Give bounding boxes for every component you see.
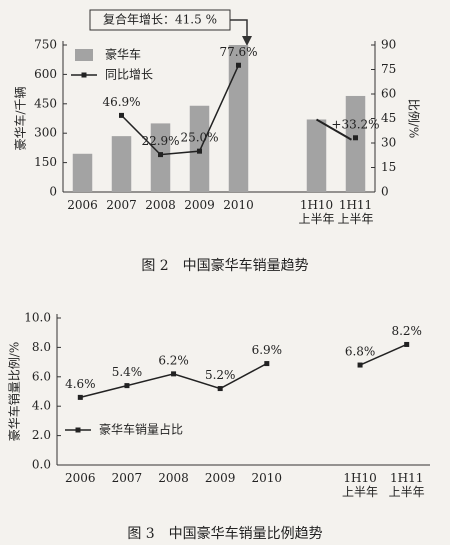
bar (228, 45, 249, 192)
legend-marker (75, 427, 81, 433)
marker (217, 386, 223, 392)
y2-tick-label: 15 (381, 160, 396, 174)
y-axis-label: 豪华车销量比例/% (7, 342, 22, 441)
bar (150, 123, 171, 192)
marker (197, 148, 202, 154)
y-tick-label: 4.0 (32, 399, 51, 413)
y-tick-label: 8.0 (32, 340, 51, 354)
marker (404, 341, 410, 347)
marker (236, 62, 241, 68)
marker (353, 135, 358, 141)
data-label: 6.8% (345, 345, 376, 359)
annotation-arrowhead (242, 36, 252, 46)
legend-marker (81, 72, 87, 78)
bar (72, 153, 93, 192)
y2-axis-label: 比例/% (407, 99, 421, 138)
caption: 图 2 中国豪华车销量趋势 (141, 257, 308, 274)
x-tick-label: 2008 (158, 471, 189, 485)
data-label: 25.0% (180, 131, 218, 145)
x-tick-label: 1H10 上半年 (342, 471, 379, 499)
marker (264, 361, 270, 367)
x-tick-label: 2008 (145, 198, 176, 212)
legend-label: 豪华车 (105, 47, 141, 62)
marker (119, 112, 124, 118)
x-tick-label: 2007 (106, 198, 137, 212)
y-tick-label: 150 (34, 155, 57, 169)
y2-tick-label: 0 (381, 185, 389, 199)
annotation-arrow (230, 19, 248, 40)
trend-arrow (315, 118, 353, 141)
y-tick-label: 450 (34, 96, 57, 110)
y2-tick-label: 30 (381, 136, 396, 150)
caption: 图 3 中国豪华车销量比例趋势 (127, 525, 322, 542)
x-tick-label: 2007 (111, 471, 143, 485)
bar (111, 136, 132, 192)
y-tick-label: 0.0 (32, 458, 51, 472)
line (359, 343, 407, 366)
x-tick-label: 2010 (223, 198, 254, 212)
y-tick-label: 6.0 (32, 369, 51, 383)
legend-swatch (75, 49, 93, 61)
y-tick-label: 750 (34, 38, 57, 52)
marker (171, 371, 177, 377)
data-label: +33.2% (331, 117, 379, 131)
data-label: 22.9% (141, 134, 179, 148)
y-axis-label: 豪华车/千辆 (13, 86, 28, 150)
y2-tick-label: 45 (381, 111, 396, 125)
x-tick-label: 1H11 上半年 (337, 198, 374, 226)
marker (124, 383, 130, 389)
marker (357, 362, 363, 368)
data-label: 8.2% (391, 324, 422, 338)
bar (306, 119, 327, 192)
data-label: 46.9% (102, 95, 140, 109)
x-tick-label: 1H11 上半年 (388, 471, 425, 499)
data-label: 5.2% (205, 368, 236, 382)
x-tick-label: 1H10 上半年 (298, 198, 335, 226)
marker (158, 152, 163, 158)
legend-label: 豪华车销量占比 (99, 422, 183, 437)
y2-tick-label: 60 (381, 87, 396, 101)
data-label: 4.6% (65, 377, 96, 391)
data-label: 6.2% (158, 353, 189, 367)
x-tick-label: 2006 (67, 198, 98, 212)
y-tick-label: 0 (49, 185, 57, 199)
x-tick-label: 2009 (204, 471, 236, 485)
bar (345, 95, 366, 192)
data-label: 6.9% (252, 343, 283, 357)
y-tick-label: 2.0 (32, 428, 51, 442)
y-tick-label: 10.0 (24, 311, 51, 325)
data-label: 5.4% (112, 365, 143, 379)
x-tick-label: 2010 (251, 471, 283, 485)
data-label: 77.6% (219, 45, 257, 59)
y2-tick-label: 75 (381, 62, 396, 76)
x-tick-label: 2006 (65, 471, 96, 485)
y2-tick-label: 90 (381, 38, 396, 52)
y-tick-label: 300 (34, 126, 57, 140)
line (120, 64, 240, 156)
x-tick-label: 2009 (184, 198, 215, 212)
line (80, 362, 268, 399)
y-tick-label: 600 (34, 67, 57, 81)
legend-label: 同比增长 (105, 68, 153, 82)
annotation: 复合年增长：41.5 % (103, 12, 217, 27)
marker (77, 394, 83, 400)
